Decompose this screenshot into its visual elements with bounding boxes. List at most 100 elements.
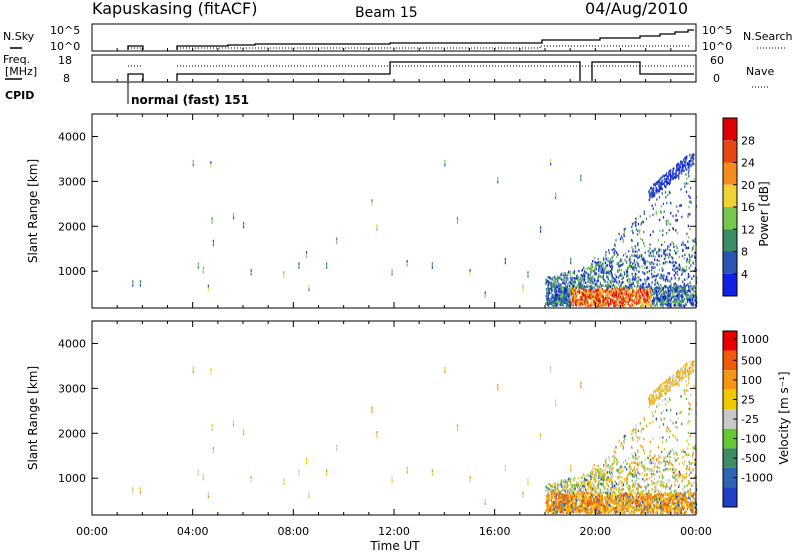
power-cell <box>604 299 607 303</box>
power-cell <box>623 233 625 236</box>
velocity-cell <box>612 498 615 502</box>
power-cell <box>569 298 572 301</box>
power-cell <box>605 291 607 294</box>
power-cell <box>669 249 671 252</box>
velocity-cell <box>688 401 690 405</box>
power-cell <box>635 224 637 228</box>
power-cell <box>640 304 643 308</box>
power-cell <box>562 304 564 307</box>
power-cell <box>596 292 598 296</box>
power-cell <box>627 285 629 289</box>
power-cell <box>695 301 698 305</box>
velocity-cell <box>690 471 692 474</box>
velocity-cell <box>620 504 622 507</box>
velocity-cell <box>683 495 685 498</box>
power-cell <box>643 292 646 296</box>
power-cell <box>667 296 669 300</box>
velocity-cell <box>582 498 584 502</box>
power-cell <box>660 182 663 185</box>
power-cell <box>563 278 566 281</box>
power-cell <box>643 259 645 262</box>
velocity-cell <box>671 498 673 502</box>
velocity-cell <box>592 470 594 474</box>
velocity-cell <box>691 495 694 498</box>
power-cell <box>552 288 554 291</box>
velocity-cell <box>546 505 548 508</box>
power-cell <box>661 179 664 183</box>
velocity-cell <box>567 478 569 482</box>
power-cell <box>686 232 688 236</box>
power-cell <box>641 255 643 258</box>
power-cell <box>687 224 690 228</box>
power-cell <box>547 279 549 283</box>
velocity-cell <box>555 503 557 507</box>
power-cell <box>637 264 639 268</box>
velocity-cell <box>630 490 632 493</box>
velocity-cell <box>554 485 556 489</box>
power-cell <box>637 253 639 257</box>
velocity-cell <box>659 494 661 498</box>
power-cell <box>663 180 666 184</box>
velocity-cell <box>595 495 597 499</box>
power-cell <box>579 300 581 303</box>
velocity-cell <box>664 499 666 502</box>
velocity-cell <box>606 508 608 511</box>
velocity-cell <box>588 491 590 495</box>
velocity-cell <box>561 508 563 511</box>
velocity-cell <box>679 473 681 476</box>
power-cell <box>613 300 615 303</box>
power-cell <box>661 243 663 247</box>
power-cell <box>672 214 674 218</box>
power-cell <box>638 248 640 252</box>
velocity-cell <box>688 407 690 411</box>
velocity-cell <box>570 510 573 513</box>
power-cell <box>634 292 636 295</box>
power-cell <box>640 237 642 241</box>
power-cell <box>596 282 598 286</box>
power-cell <box>666 175 668 178</box>
velocity-cell <box>554 495 557 498</box>
power-cell <box>628 304 631 307</box>
power-cell <box>621 269 623 272</box>
velocity-cell <box>638 499 641 503</box>
power-cell <box>602 270 604 274</box>
power-cell <box>640 287 642 290</box>
power-cell <box>584 290 586 293</box>
velocity-cell <box>550 365 552 369</box>
power-cell <box>622 262 624 265</box>
power-cell <box>602 300 604 303</box>
power-cell <box>564 301 566 305</box>
velocity-cell <box>580 381 582 385</box>
power-cell <box>682 291 685 295</box>
power-cell <box>597 299 599 303</box>
power-cell <box>687 298 689 301</box>
power-cell <box>497 176 499 180</box>
velocity-cell <box>620 508 623 511</box>
power-cell <box>662 300 664 304</box>
velocity-cell <box>549 505 551 508</box>
power-cell <box>545 282 547 285</box>
power-cell <box>570 276 572 279</box>
power-cell <box>683 304 686 308</box>
power-cell <box>668 303 671 306</box>
power-cell <box>678 296 681 300</box>
velocity-cell <box>632 457 634 460</box>
power-cell <box>651 265 653 269</box>
power-cell <box>593 270 595 273</box>
power-cell <box>608 271 610 274</box>
power-cell <box>689 298 692 302</box>
power-cell <box>689 297 692 300</box>
power-cell <box>627 302 629 305</box>
power-cell <box>572 291 574 294</box>
power-cell <box>657 299 659 302</box>
velocity-cell <box>600 475 602 478</box>
power-cell <box>668 228 671 232</box>
power-cell <box>659 303 662 306</box>
power-cell <box>684 185 686 188</box>
velocity-cell <box>648 491 651 494</box>
velocity-cell <box>613 449 616 452</box>
velocity-cell <box>662 475 665 478</box>
power-cell <box>654 279 656 282</box>
power-cell <box>670 175 672 178</box>
power-cell <box>676 251 678 255</box>
